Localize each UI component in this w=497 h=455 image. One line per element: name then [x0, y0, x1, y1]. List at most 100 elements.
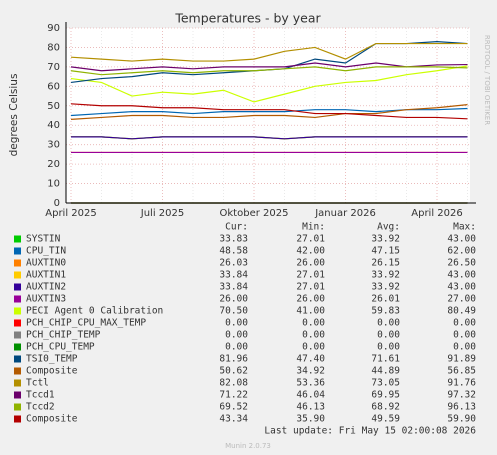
legend-label: Composite	[26, 414, 78, 425]
y-tick-label: 90	[47, 23, 60, 34]
legend-value: 26.00	[296, 258, 325, 269]
legend-swatch	[14, 295, 21, 303]
legend-value: 69.52	[219, 402, 248, 413]
x-tick-label: Oktober 2025	[220, 208, 289, 219]
legend-swatch	[14, 319, 21, 327]
x-tick-label: April 2025	[45, 208, 96, 219]
x-tick-label: Januar 2026	[314, 208, 376, 219]
legend-label: Tccd1	[26, 390, 55, 401]
legend-header: Max:	[453, 222, 476, 233]
legend-swatch	[14, 343, 21, 351]
y-tick-label: 40	[47, 120, 60, 131]
footer: Last update: Fri May 15 02:00:08 2026	[264, 426, 476, 437]
legend-value: 80.49	[447, 306, 476, 317]
legend-value: 68.92	[371, 402, 400, 413]
legend-value: 26.15	[371, 258, 400, 269]
legend-swatch	[14, 331, 21, 339]
series-line	[70, 103, 468, 120]
legend-value: 50.62	[219, 366, 248, 377]
legend-value: 82.08	[219, 378, 248, 389]
chart-title: Temperatures - by year	[174, 11, 321, 26]
legend-value: 69.95	[371, 390, 400, 401]
legend-value: 43.00	[447, 270, 476, 281]
y-axis-label: degrees Celsius	[8, 74, 20, 157]
legend-swatch	[14, 283, 21, 291]
series-line	[70, 66, 468, 76]
legend-value: 81.96	[219, 354, 248, 365]
legend-swatch	[14, 391, 21, 399]
series-line	[70, 42, 468, 62]
legend-value: 33.92	[371, 282, 400, 293]
y-tick-label: 80	[47, 42, 60, 53]
legend-value: 33.83	[219, 234, 248, 245]
legend-value: 27.00	[447, 294, 476, 305]
y-tick-label: 60	[47, 81, 60, 92]
legend-value: 59.90	[447, 414, 476, 425]
legend-value: 0.00	[225, 330, 248, 341]
legend-value: 43.00	[447, 282, 476, 293]
legend-label: PCH_CPU_TEMP	[26, 342, 95, 353]
legend-value: 91.89	[447, 354, 476, 365]
legend-label: CPU_TIN	[26, 246, 66, 257]
legend-swatch	[14, 355, 21, 363]
legend-value: 91.76	[447, 378, 476, 389]
series-line	[71, 136, 468, 140]
legend-value: 70.50	[219, 306, 248, 317]
legend-header: Cur:	[225, 222, 248, 233]
legend-value: 35.90	[296, 414, 325, 425]
legend-value: 41.00	[296, 306, 325, 317]
legend-value: 62.00	[447, 246, 476, 257]
x-tick-label: Juli 2025	[140, 208, 184, 219]
legend-value: 0.00	[453, 342, 476, 353]
legend-value: 26.03	[219, 258, 248, 269]
legend-value: 42.00	[296, 246, 325, 257]
legend-label: AUXTIN1	[26, 270, 66, 281]
legend-swatch	[14, 415, 21, 423]
y-tick-label: 20	[47, 159, 60, 170]
legend-value: 0.00	[377, 342, 400, 353]
legend-value: 33.92	[371, 234, 400, 245]
legend-value: 0.00	[302, 318, 325, 329]
legend-swatch	[14, 271, 21, 279]
legend-value: 71.22	[219, 390, 248, 401]
series-line	[70, 65, 468, 103]
y-tick-label: 30	[47, 140, 60, 151]
y-tick-label: 0	[54, 198, 60, 209]
legend-label: SYSTIN	[26, 234, 61, 245]
legend-swatch	[14, 235, 21, 243]
legend-label: Composite	[26, 366, 78, 377]
legend-value: 47.40	[296, 354, 325, 365]
legend-value: 56.85	[447, 366, 476, 377]
legend-label: TSI0_TEMP	[26, 354, 78, 365]
legend-label: AUXTIN2	[26, 282, 66, 293]
side-label: RRDTOOL / TOBI OETIKER	[483, 35, 491, 125]
legend-value: 33.84	[219, 282, 248, 293]
legend-label: Tctl	[26, 378, 49, 389]
y-tick-label: 10	[47, 179, 60, 190]
legend-value: 49.59	[371, 414, 400, 425]
legend-label: Tccd2	[26, 402, 55, 413]
legend-value: 48.58	[219, 246, 248, 257]
legend-value: 44.89	[371, 366, 400, 377]
legend-value: 46.13	[296, 402, 325, 413]
legend-value: 43.34	[219, 414, 248, 425]
series-line	[70, 104, 468, 120]
legend-label: AUXTIN0	[26, 258, 66, 269]
legend-value: 59.83	[371, 306, 400, 317]
legend-header: Avg:	[377, 222, 400, 233]
legend-value: 26.50	[447, 258, 476, 269]
legend-value: 46.04	[296, 390, 325, 401]
legend-value: 0.00	[225, 342, 248, 353]
y-tick-label: 70	[47, 62, 60, 73]
legend-value: 96.13	[447, 402, 476, 413]
legend-swatch	[14, 403, 21, 411]
legend-value: 27.01	[296, 282, 325, 293]
y-tick-label: 50	[47, 101, 60, 112]
x-tick-label: April 2026	[411, 208, 462, 219]
legend-label: PECI Agent 0 Calibration	[26, 306, 163, 317]
legend-value: 26.00	[296, 294, 325, 305]
legend-swatch	[14, 247, 21, 255]
legend-value: 0.00	[453, 330, 476, 341]
legend-value: 53.36	[296, 378, 325, 389]
legend-value: 0.00	[302, 342, 325, 353]
